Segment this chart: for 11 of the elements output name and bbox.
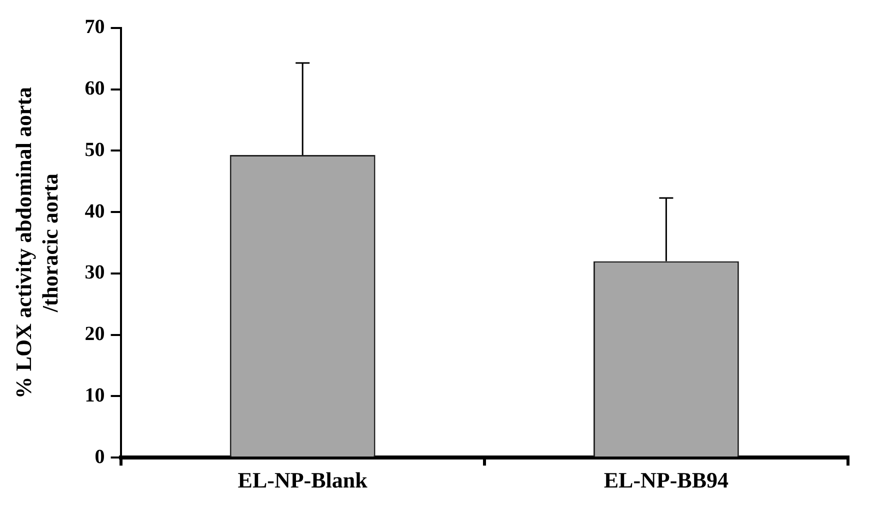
y-tick-label: 50: [84, 138, 105, 161]
y-tick-label: 30: [84, 262, 105, 284]
y-tick-label: 10: [84, 384, 105, 406]
y-tick-label: 40: [84, 200, 105, 222]
y-axis-title: % LOX activity abdominal aorta /thoracic aorta: [10, 86, 62, 399]
x-tick-label: EL-NP-Blank: [238, 467, 368, 492]
y-tick-label: 60: [84, 78, 105, 100]
x-tick-label: EL-NP-BB94: [604, 467, 729, 492]
y-tick-label: 70: [84, 16, 105, 38]
y-tick-label: 0: [94, 446, 105, 468]
y-tick-label: 20: [84, 323, 105, 346]
